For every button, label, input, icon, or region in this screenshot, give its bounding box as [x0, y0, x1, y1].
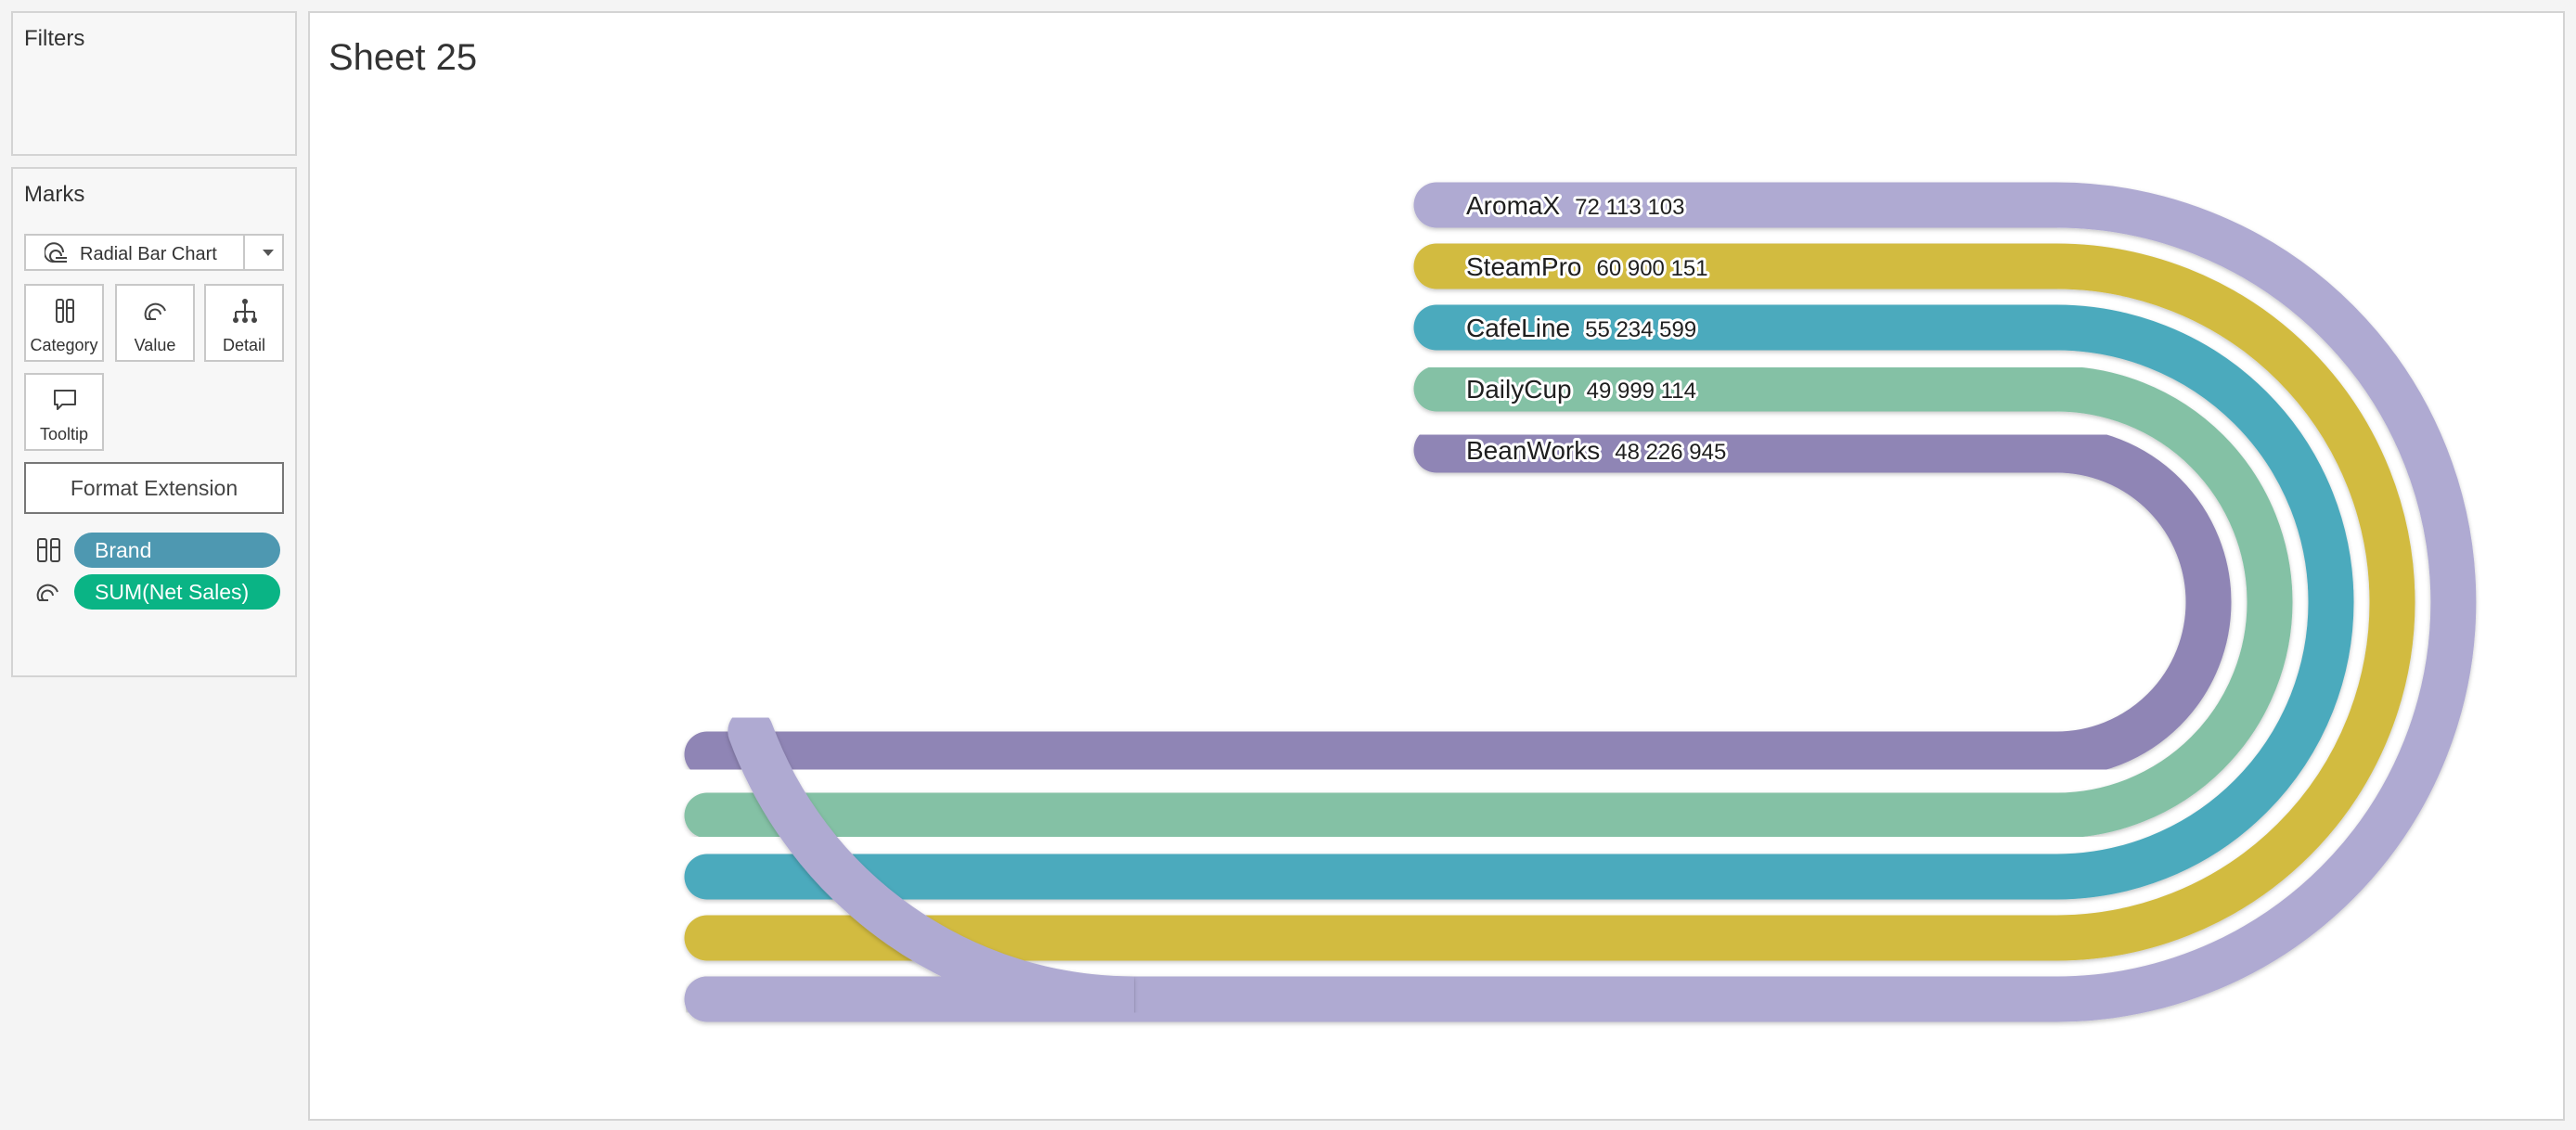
bar-aromax-tail[interactable]	[684, 708, 1135, 1022]
bar-steampro[interactable]	[684, 243, 2415, 961]
format-extension-button[interactable]: Format Extension	[24, 462, 284, 514]
category-icon	[37, 538, 60, 562]
value-icon	[144, 302, 166, 320]
sheet-view: Sheet 25 AromaX 72 113 103 SteamPro 60 900 …	[308, 11, 2565, 1121]
category-icon	[56, 299, 74, 323]
mark-type-dropdown[interactable]: Radial Bar Chart	[24, 234, 284, 271]
tooltip-button[interactable]: Tooltip	[24, 373, 104, 451]
value-button[interactable]: Value	[115, 284, 195, 362]
chevron-down-icon[interactable]	[254, 236, 282, 269]
bar-dailycup[interactable]	[684, 366, 2293, 839]
marks-panel: Marks Radial Bar Chart Category Value	[11, 167, 297, 677]
category-button[interactable]: Category	[24, 284, 104, 362]
bar-label-steampro: SteamPro 60 900 151	[1466, 252, 1708, 281]
radial-chart-icon	[45, 242, 67, 263]
dropdown-divider	[243, 236, 245, 269]
filters-title: Filters	[24, 26, 85, 51]
value-icon	[36, 584, 58, 601]
bar-beanworks[interactable]	[684, 427, 2232, 777]
marks-title: Marks	[24, 182, 85, 207]
brand-pill[interactable]: Brand	[74, 533, 280, 568]
detail-icon	[233, 299, 257, 323]
bar-label-beanworks: BeanWorks 48 226 945	[1466, 436, 1726, 465]
sheet-title: Sheet 25	[328, 37, 478, 78]
labels-layer: AromaX 72 113 103 SteamPro 60 900 151 CafeLi…	[1463, 188, 1729, 468]
detail-button[interactable]: Detail	[204, 284, 284, 362]
bar-label-cafeline: CafeLine 55 234 599	[1466, 314, 1696, 342]
bars-layer	[684, 182, 2477, 1022]
net-sales-pill[interactable]: SUM(Net Sales)	[74, 574, 280, 610]
tooltip-button-label: Tooltip	[39, 425, 89, 443]
mark-type-label: Radial Bar Chart	[80, 244, 217, 264]
radial-bar-chart: AromaX 72 113 103 SteamPro 60 900 151 CafeLi…	[684, 182, 2477, 1022]
tooltip-icon	[54, 390, 76, 410]
bar-aromax[interactable]	[684, 182, 2477, 1022]
filters-panel[interactable]: Filters	[11, 11, 297, 156]
category-button-label: Category	[30, 336, 98, 354]
bar-label-aromax: AromaX 72 113 103	[1466, 191, 1685, 220]
bar-cafeline[interactable]	[684, 304, 2354, 900]
net-sales-field-row: SUM(Net Sales)	[35, 574, 286, 610]
bar-label-dailycup: DailyCup 49 999 114	[1466, 375, 1696, 404]
value-button-label: Value	[134, 336, 176, 354]
detail-button-label: Detail	[222, 336, 266, 354]
brand-field-row: Brand	[35, 533, 286, 568]
